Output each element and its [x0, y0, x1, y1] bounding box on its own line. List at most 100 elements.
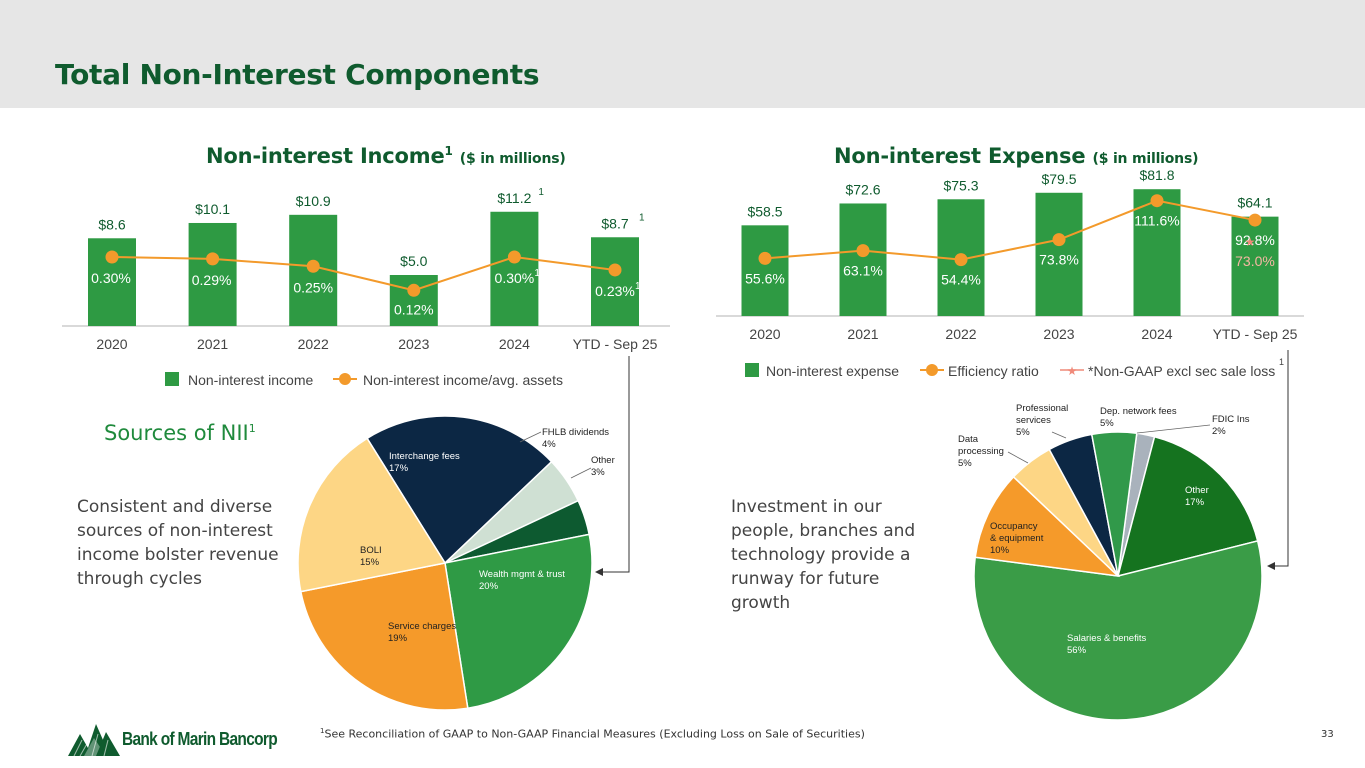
expense-x-tick-label: 2023 [1043, 326, 1074, 342]
expense-bar [1231, 216, 1279, 316]
income-connector-arrowhead [595, 568, 603, 576]
logo-text: Bank of Marin Bancorp [122, 729, 278, 749]
non-gaap-star-marker: ★ [1245, 235, 1256, 249]
expense-x-tick-label: 2022 [945, 326, 976, 342]
sources-of-nii-title: Sources of NII1 [104, 421, 256, 445]
expense-connector-line [1272, 350, 1289, 567]
slide-title: Total Non-Interest Components [55, 58, 540, 91]
expense-chart-title-units: ($ in millions) [1092, 151, 1199, 167]
income-bar-label: $5.0 [400, 253, 427, 269]
income-legend-line-label: Non-interest income/avg. assets [363, 372, 563, 388]
income-ratio-point [206, 252, 220, 266]
income-ratio-point [306, 259, 320, 273]
income-bar-label-footnote: 1 [639, 212, 645, 223]
pie-slice [974, 475, 1121, 578]
pie-slice-pct: 2% [1212, 426, 1226, 437]
pie-leader-line [1051, 431, 1067, 439]
income-ratio-point [105, 250, 119, 264]
footnote: 1See Reconciliation of GAAP to Non-GAAP … [320, 727, 865, 741]
income-ratio-label: 0.12% [394, 301, 434, 317]
efficiency-ratio-point [1150, 194, 1164, 208]
expense-legend-footnote: 1 [1279, 357, 1284, 367]
sources-title-footnote: 1 [248, 422, 256, 435]
expense-bar [839, 203, 887, 316]
expense-bar-label: $75.3 [943, 177, 978, 193]
mountain-logo-icon [68, 724, 120, 757]
income-bar-label: $10.1 [195, 201, 230, 217]
sources-title-text: Sources of NII [104, 421, 249, 445]
pie-slice-pct: 17% [1185, 497, 1205, 508]
pie-slice-label: services [1016, 415, 1051, 426]
expense-legend-line-marker [926, 364, 938, 376]
income-chart-title-units: ($ in millions) [459, 151, 566, 167]
expense-bar-label: $79.5 [1041, 171, 1076, 187]
expense-legend-bar-label: Non-interest expense [766, 363, 899, 379]
expense-chart: $58.5 2020 $72.6 2021 $75.3 2022 $79.5 2023 $81.… [716, 167, 1304, 379]
pie-slice-pct: 20% [479, 581, 499, 592]
pie-slice-pct: 5% [1016, 427, 1030, 438]
income-bar-label-footnote: 1 [538, 187, 544, 198]
expense-bar-label: $64.1 [1237, 195, 1272, 211]
income-bar [490, 211, 539, 326]
income-bar-label: $11.2 [497, 190, 531, 206]
income-x-tick-label: 2022 [298, 336, 329, 352]
pie-slice [297, 437, 447, 593]
expense-legend-bar-swatch [745, 363, 759, 377]
income-x-tick-label: 2021 [197, 336, 228, 352]
expense-connector-arrowhead [1267, 562, 1275, 570]
pie-slice-label: Other [1185, 485, 1209, 496]
pie-slice [444, 533, 593, 710]
page-number: 33 [1321, 729, 1334, 740]
income-chart-title-footnote: 1 [444, 144, 453, 158]
income-x-tick-label: 2023 [398, 336, 429, 352]
footnote-text: See Reconciliation of GAAP to Non-GAAP F… [324, 727, 865, 741]
pie-leader-line [1007, 451, 1029, 464]
pie-slice-pct: 19% [388, 633, 408, 644]
pie-slice-label: Data [958, 434, 979, 445]
pie-slice-label: Occupancy [990, 521, 1038, 532]
income-ratio-label: 0.30% [495, 270, 535, 286]
expense-legend-nongaap-marker: ★ [1067, 364, 1078, 378]
pie-slice-label: & equipment [990, 533, 1044, 544]
efficiency-ratio-line [764, 199, 1256, 261]
efficiency-ratio-label: 73.8% [1039, 252, 1079, 268]
income-bar-label: $10.9 [296, 193, 331, 209]
expense-body-text: Investment in our people, branches and t… [731, 497, 916, 613]
pie-slice-label: processing [958, 446, 1004, 457]
efficiency-ratio-label: 63.1% [843, 263, 883, 279]
pie-slice [1090, 431, 1138, 577]
income-chart-title-text: Non-interest Income [206, 144, 445, 168]
income-ratio-line [111, 255, 616, 292]
income-bar [188, 222, 237, 326]
pie-slice [973, 540, 1263, 721]
efficiency-ratio-label: 92.8% [1235, 232, 1275, 248]
pie-slice-label: Dep. network fees [1100, 406, 1177, 417]
expense-legend-line-label: Efficiency ratio [948, 363, 1039, 379]
income-ratio-label: 0.23% [595, 283, 635, 299]
efficiency-ratio-point [954, 253, 968, 267]
expense-x-tick-label: 2021 [847, 326, 878, 342]
income-x-tick-label: YTD - Sep 25 [573, 336, 658, 352]
pie-slice-pct: 4% [542, 439, 556, 450]
income-connector-line [600, 356, 630, 573]
expense-bar-label: $58.5 [747, 203, 782, 219]
income-body-text: Consistent and diverse sources of non-in… [77, 497, 279, 589]
expense-bar [1133, 189, 1181, 316]
income-ratio-label-footnote: 1 [635, 281, 641, 292]
pie-slice-pct: 5% [1100, 418, 1114, 429]
company-logo: Bank of Marin Bancorp [66, 718, 286, 758]
efficiency-ratio-point [758, 251, 772, 265]
income-bar [591, 237, 639, 326]
pie-slice-pct: 5% [958, 458, 972, 469]
expense-legend-nongaap-label: *Non-GAAP excl sec sale loss [1088, 363, 1275, 379]
efficiency-ratio-label: 54.4% [941, 272, 981, 288]
income-ratio-point [507, 250, 521, 264]
pie-slice-label: Other [591, 455, 615, 466]
efficiency-ratio-point [856, 244, 870, 258]
pie-slice-label: FHLB dividends [542, 427, 609, 438]
income-ratio-point [407, 283, 421, 297]
income-bar-label: $8.7 [601, 215, 628, 231]
pie-leader-line [1136, 424, 1211, 434]
pie-slice-pct: 3% [591, 467, 605, 478]
